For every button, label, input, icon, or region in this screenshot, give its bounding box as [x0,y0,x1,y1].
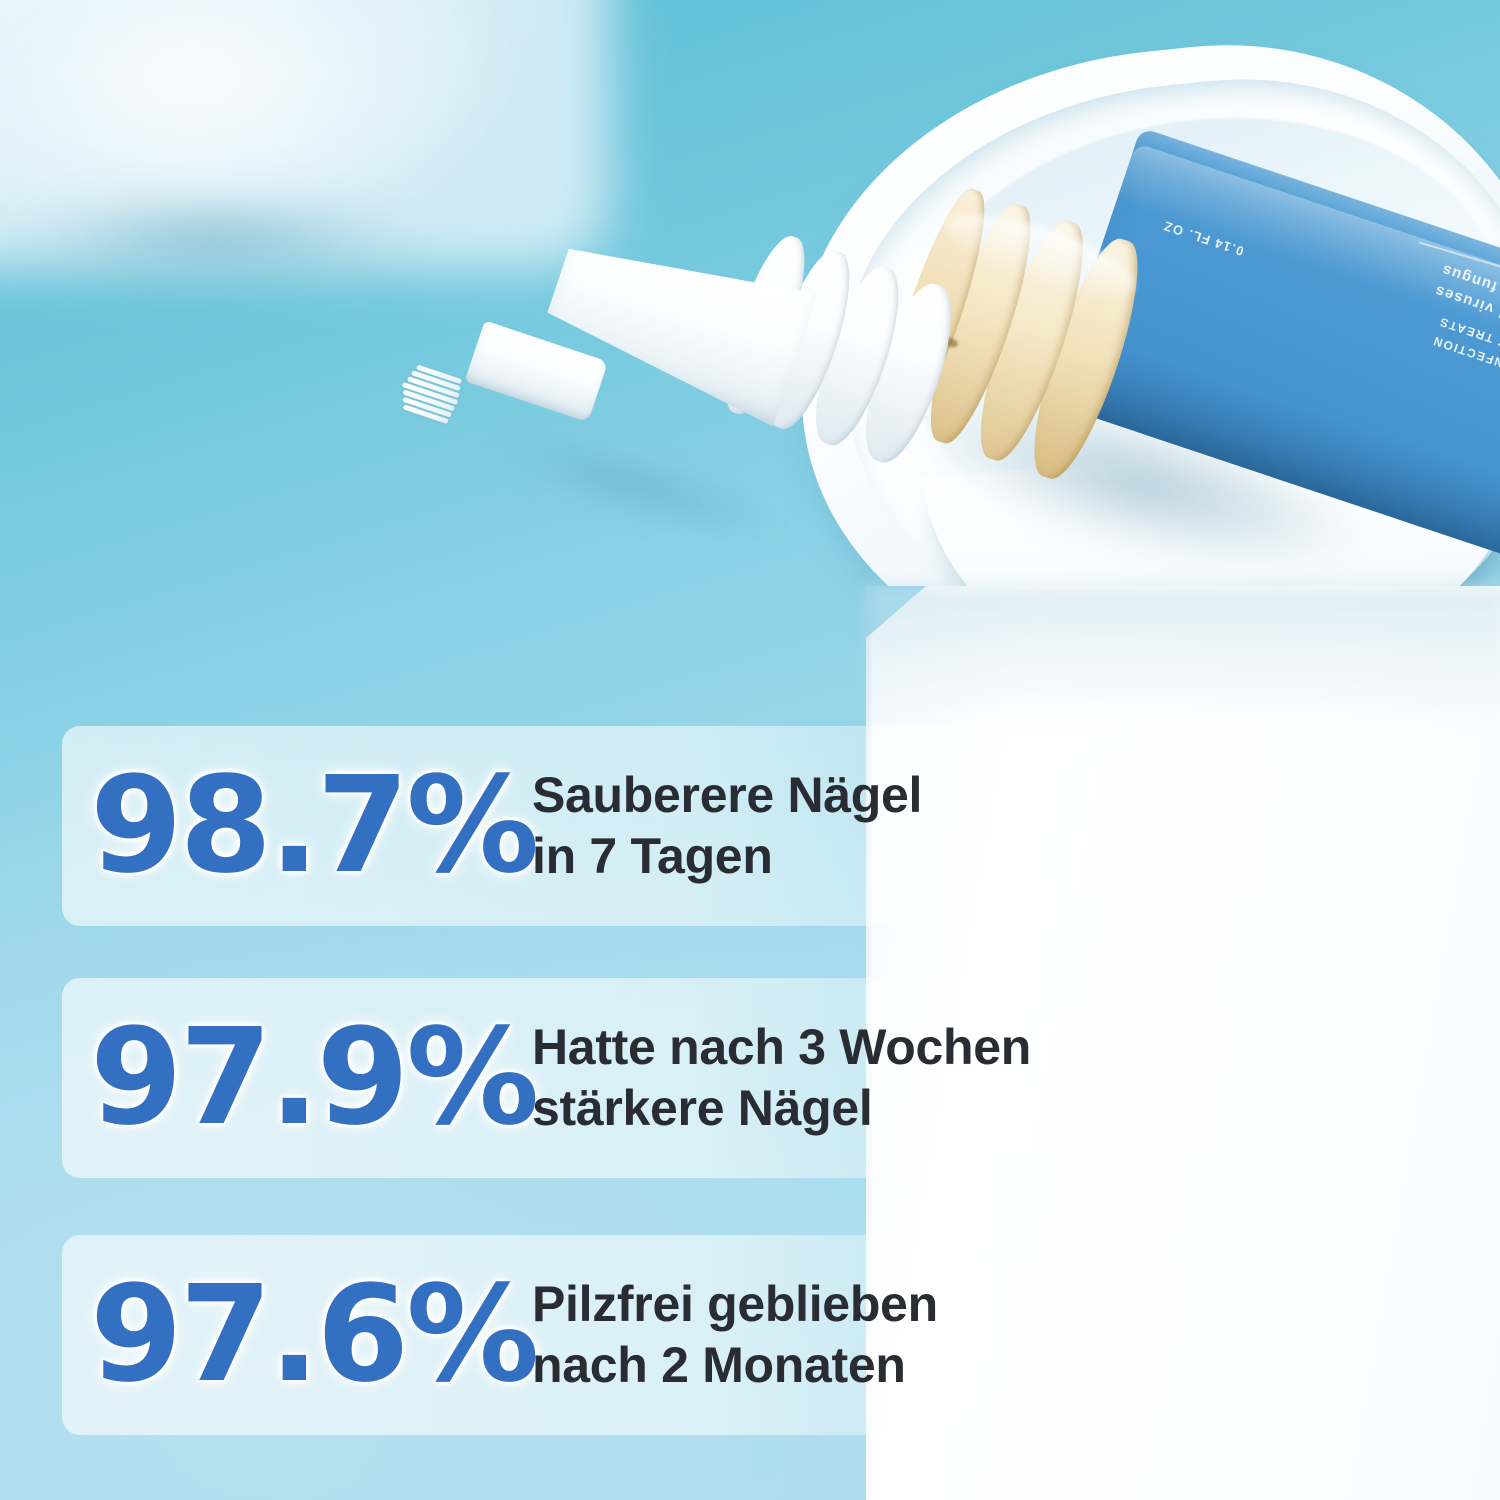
stat-card-2: 97.9% Hatte nach 3 Wochen stärkere Nägel [62,978,1202,1178]
stat-label-2: Hatte nach 3 Wochen stärkere Nägel [532,1017,1031,1139]
stat-percent-1: 98.7% [90,748,539,903]
stat-label-1-line-1: Sauberere Nägel [532,767,923,823]
stat-label-3-line-2: nach 2 Monaten [532,1337,906,1393]
stat-label-1: Sauberere Nägel in 7 Tagen [532,765,922,887]
stat-label-1-line-2: in 7 Tagen [532,828,773,884]
blurred-towel-highlight [0,0,500,240]
stat-percent-2: 97.9% [90,1000,539,1155]
stat-label-3-line-1: Pilzfrei geblieben [532,1276,938,1332]
stat-card-3: 97.6% Pilzfrei geblieben nach 2 Monaten [62,1235,1202,1435]
stat-percent-3: 97.6% [90,1257,539,1412]
stat-label-3: Pilzfrei geblieben nach 2 Monaten [532,1274,938,1396]
stat-label-2-line-1: Hatte nach 3 Wochen [532,1019,1032,1075]
stat-label-2-line-2: stärkere Nägel [532,1080,873,1136]
pedestal-top-shading [866,586,1500,726]
stat-card-1: 98.7% Sauberere Nägel in 7 Tagen [62,726,1202,926]
towel-shadow [0,205,520,285]
